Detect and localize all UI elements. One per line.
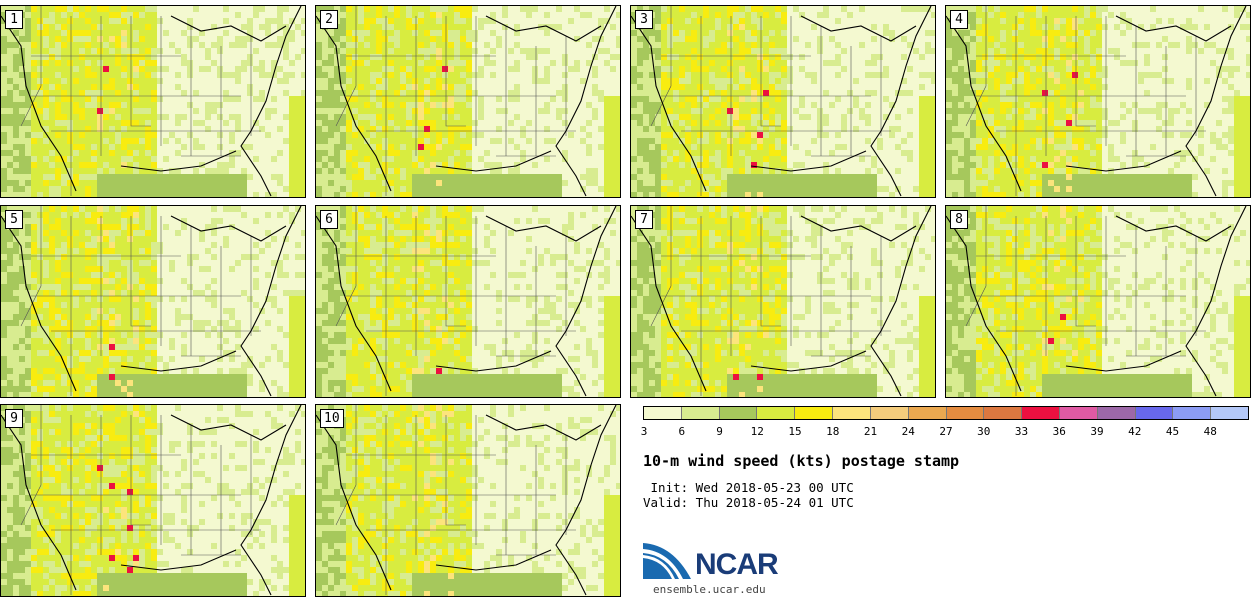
colorbar-tick-label: 33: [1014, 425, 1029, 438]
colorbar-tick-label: 9: [716, 425, 723, 438]
colorbar-segment: [869, 407, 908, 419]
member-label: 8: [950, 210, 968, 229]
ncar-logo-icon: [643, 543, 691, 579]
colorbar-tick-label: 24: [901, 425, 915, 438]
wind-map: [316, 206, 620, 397]
valid-time: Valid: Thu 2018-05-24 01 UTC: [643, 495, 854, 510]
member-label: 6: [320, 210, 338, 229]
colorbar-tick-label: 48: [1203, 425, 1217, 438]
colorbar-segment: [1172, 407, 1211, 419]
colorbar-segment: [644, 407, 681, 419]
member-label: 3: [635, 10, 653, 29]
colorbar-segment: [794, 407, 833, 419]
chart-title: 10-m wind speed (kts) postage stamp: [643, 452, 960, 470]
wind-map: [316, 405, 620, 596]
member-panel-8: 8: [945, 205, 1251, 398]
member-label: 2: [320, 10, 338, 29]
colorbar-tick-label: 3: [640, 425, 648, 438]
wind-map: [1, 206, 305, 397]
colorbar-segment: [1021, 407, 1059, 419]
member-panel-3: 3: [630, 5, 936, 198]
member-label: 5: [5, 210, 23, 229]
colorbar-tick-label: 42: [1128, 425, 1142, 438]
member-panel-1: 1: [0, 5, 306, 198]
colorbar-tick-label: 6: [678, 425, 686, 438]
wind-speed-colorbar: [643, 406, 1249, 420]
member-panel-7: 7: [630, 205, 936, 398]
colorbar-tick-label: 45: [1165, 425, 1180, 438]
colorbar-segment: [1096, 407, 1135, 419]
wind-map: [946, 6, 1250, 197]
colorbar-segment: [1058, 407, 1097, 419]
colorbar-segment: [983, 407, 1022, 419]
wind-map: [316, 6, 620, 197]
colorbar-tick-label: 39: [1090, 425, 1104, 438]
colorbar-tick-label: 36: [1052, 425, 1066, 438]
colorbar-tick-label: 30: [977, 425, 991, 438]
wind-map: [631, 206, 935, 397]
colorbar-segment: [1210, 407, 1248, 419]
member-panel-5: 5: [0, 205, 306, 398]
wind-map: [1, 6, 305, 197]
colorbar-tick-label: 12: [750, 425, 764, 438]
colorbar-segment: [945, 407, 984, 419]
colorbar-tick-label: 21: [863, 425, 878, 438]
colorbar-tick-label: 27: [939, 425, 953, 438]
logo-url: ensemble.ucar.edu: [653, 583, 766, 596]
colorbar-segment: [718, 407, 757, 419]
member-panel-2: 2: [315, 5, 621, 198]
ncar-logo-text: NCAR: [695, 548, 779, 581]
colorbar-segment: [756, 407, 795, 419]
member-label: 1: [5, 10, 23, 29]
member-label: 4: [950, 10, 968, 29]
colorbar-segment: [832, 407, 870, 419]
member-panel-10: 10: [315, 404, 621, 597]
member-panel-4: 4: [945, 5, 1251, 198]
member-label: 7: [635, 210, 653, 229]
member-label: 10: [320, 409, 344, 428]
colorbar-segment: [907, 407, 946, 419]
colorbar-segment: [680, 407, 719, 419]
wind-map: [631, 6, 935, 197]
colorbar-tick-label: 18: [826, 425, 840, 438]
colorbar-segment: [1134, 407, 1173, 419]
wind-map: [1, 405, 305, 596]
member-panel-9: 9: [0, 404, 306, 597]
member-label: 9: [5, 409, 23, 428]
init-time: Init: Wed 2018-05-23 00 UTC: [643, 480, 854, 495]
colorbar-tick-label: 15: [788, 425, 802, 438]
member-panel-6: 6: [315, 205, 621, 398]
wind-map: [946, 206, 1250, 397]
